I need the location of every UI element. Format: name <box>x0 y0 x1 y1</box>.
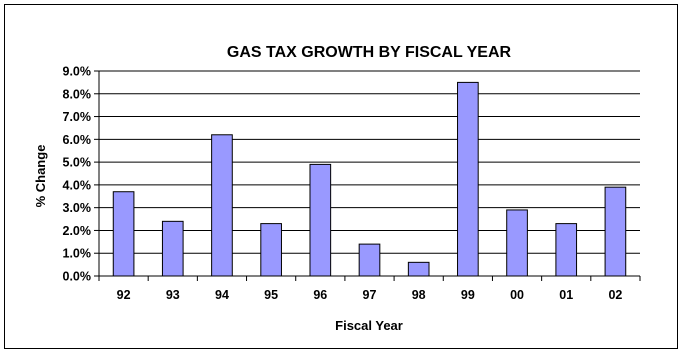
x-tick-label: 93 <box>166 288 180 302</box>
x-tick-label: 01 <box>559 288 573 302</box>
x-tick-label: 96 <box>313 288 327 302</box>
bar <box>555 223 578 277</box>
y-tick-labels: 0.0% 1.0% 2.0% 3.0% 4.0% 5.0% 6.0% 7.0% 8.0% 9.0% <box>63 65 92 284</box>
x-tick-label: 92 <box>117 288 131 302</box>
y-tick-label: 1.0% <box>63 247 92 261</box>
bar <box>309 163 332 277</box>
bar <box>506 209 528 277</box>
bar <box>604 186 627 277</box>
gridlines <box>99 70 640 254</box>
bar <box>211 134 233 277</box>
y-tick-label: 0.0% <box>63 270 92 284</box>
y-tick-label: 6.0% <box>63 133 92 147</box>
bar <box>358 243 381 277</box>
x-tick-label: 99 <box>461 288 475 302</box>
x-tick-label: 00 <box>510 288 524 302</box>
bar <box>161 220 184 277</box>
x-tick-label: 02 <box>608 288 622 302</box>
x-tick-label: 95 <box>264 288 278 302</box>
chart-frame <box>4 4 678 349</box>
y-tick-label: 5.0% <box>63 156 92 170</box>
x-tick-label: 97 <box>363 288 377 302</box>
y-tick-label: 8.0% <box>63 87 92 101</box>
y-axis-title: % Change <box>33 145 48 208</box>
x-tick-label: 98 <box>412 288 426 302</box>
y-tick-label: 3.0% <box>63 201 92 215</box>
y-tick-label: 4.0% <box>63 178 92 192</box>
bars <box>112 81 627 277</box>
bar <box>407 261 430 277</box>
y-tick-label: 9.0% <box>63 65 92 79</box>
bar <box>457 81 479 277</box>
bar <box>112 191 135 277</box>
chart-title: GAS TAX GROWTH BY FISCAL YEAR <box>227 44 512 61</box>
y-tick-label: 2.0% <box>63 224 92 238</box>
x-tick-label: 94 <box>215 288 229 302</box>
x-tick-labels: 92 93 94 95 96 97 98 99 00 01 02 <box>117 288 623 302</box>
x-axis-title: Fiscal Year <box>335 318 403 333</box>
bar <box>260 223 282 277</box>
y-tick-label: 7.0% <box>63 110 92 124</box>
axes <box>94 70 641 281</box>
